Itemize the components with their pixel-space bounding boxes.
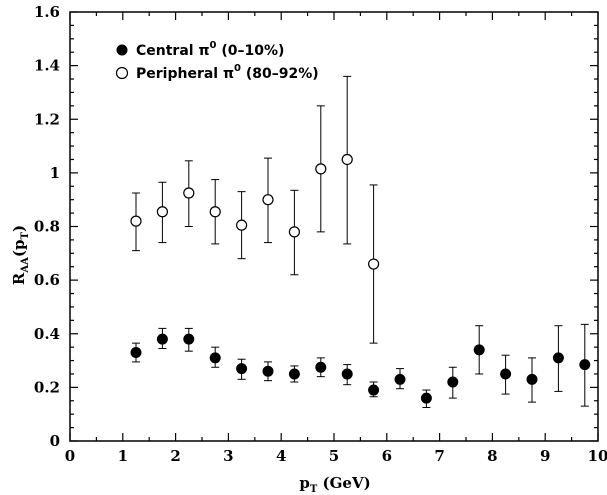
data-point [288, 226, 300, 238]
data-point [130, 347, 142, 359]
series-peripheral [130, 75, 380, 344]
x-tick-label: 8 [487, 447, 497, 465]
x-tick-label: 5 [329, 447, 339, 465]
x-tick-label: 7 [434, 447, 444, 465]
y-tick-label: 0 [50, 432, 60, 450]
y-tick-label: 0.4 [34, 325, 60, 343]
plot-frame [69, 11, 599, 442]
y-tick-label: 0.6 [34, 271, 60, 289]
data-point [236, 363, 248, 375]
data-point [526, 373, 538, 385]
x-tick-labels: 0 1 2 3 4 5 6 7 8 9 10 [65, 447, 607, 465]
data-point [473, 344, 485, 356]
legend: Central π0 (0–10%) Peripheral π0 (80–92%… [115, 40, 319, 82]
data-point [156, 206, 168, 218]
x-tick-label: 9 [540, 447, 550, 465]
data-point [156, 333, 168, 345]
data-point [579, 359, 591, 371]
y-tick-label: 1 [50, 164, 60, 182]
y-tick-label: 0.2 [34, 378, 60, 396]
data-point [262, 194, 274, 206]
data-point [552, 352, 564, 364]
data-point [288, 368, 300, 380]
y-tick-label: 1.2 [34, 110, 60, 128]
x-tick-label: 3 [223, 447, 233, 465]
data-point [368, 384, 380, 396]
data-point [262, 365, 274, 377]
x-tick-label: 0 [65, 447, 75, 465]
data-point [447, 376, 459, 388]
legend-label-peripheral: Peripheral π0 (80–92%) [136, 63, 319, 82]
data-point [500, 368, 512, 380]
x-tick-label: 2 [170, 447, 180, 465]
data-point [209, 206, 221, 218]
x-tick-label: 6 [382, 447, 392, 465]
data-point [315, 163, 327, 175]
data-point [341, 153, 353, 166]
x-tick-label: 1 [118, 447, 128, 465]
data-point [341, 368, 353, 380]
y-tick-label: 1.6 [34, 3, 60, 21]
data-point [420, 392, 432, 404]
y-tick-label: 1.4 [34, 57, 60, 75]
data-point [368, 258, 380, 270]
data-point [236, 219, 248, 231]
legend-label-central: Central π0 (0–10%) [136, 40, 284, 59]
legend-marker-central [116, 44, 128, 56]
data-point [394, 373, 406, 385]
x-axis-title: pT (GeV) [299, 474, 370, 495]
data-point [183, 187, 195, 199]
x-tick-label: 10 [588, 447, 607, 465]
data-point [315, 361, 327, 373]
series-layer [130, 75, 591, 408]
series-central [130, 323, 591, 408]
y-axis-title: RAA(pT) [10, 225, 31, 285]
y-tick-label: 0.8 [34, 218, 60, 236]
data-point [183, 333, 195, 345]
data-point [209, 352, 221, 364]
legend-marker-peripheral [115, 66, 129, 80]
x-tick-label: 4 [276, 447, 286, 465]
data-point [130, 215, 142, 227]
y-tick-labels: 0 0.2 0.4 0.6 0.8 1 1.2 1.4 1.6 [34, 3, 60, 450]
